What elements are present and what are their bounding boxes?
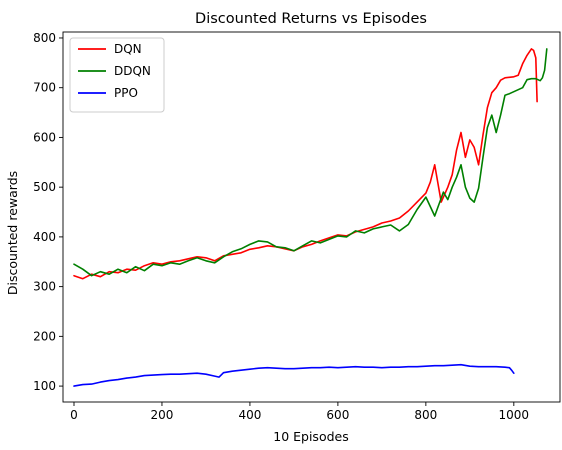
y-tick-label: 500 <box>33 180 56 194</box>
x-tick-label: 400 <box>238 408 261 422</box>
y-tick-label: 800 <box>33 31 56 45</box>
legend: DQN DDQN PPO <box>69 37 165 113</box>
chart-title: Discounted Returns vs Episodes <box>195 11 427 27</box>
x-tick-label: 800 <box>414 408 437 422</box>
legend-label-ddqn: DDQN <box>114 64 151 78</box>
series-line-ddqn <box>73 48 548 277</box>
x-axis-ticks: 0 200 400 600 800 1000 <box>70 402 529 422</box>
y-tick-label: 400 <box>33 230 56 244</box>
x-tick-label: 200 <box>151 408 174 422</box>
y-axis-title: Discounted rewards <box>5 171 20 295</box>
legend-label-dqn: DQN <box>114 42 142 56</box>
series-lines <box>73 48 548 387</box>
y-tick-label: 700 <box>33 81 56 95</box>
legend-label-ppo: PPO <box>114 86 138 100</box>
y-tick-label: 300 <box>33 280 56 294</box>
y-tick-label: 600 <box>33 130 56 144</box>
plot-frame <box>62 31 561 403</box>
x-tick-label: 1000 <box>499 408 530 422</box>
series-line-ppo <box>73 363 515 387</box>
x-axis-title: 10 Episodes <box>273 429 348 444</box>
series-line-dqn <box>73 48 538 280</box>
y-tick-label: 100 <box>33 379 56 393</box>
x-tick-label: 600 <box>326 408 349 422</box>
x-tick-label: 0 <box>70 408 78 422</box>
y-tick-label: 200 <box>33 329 56 343</box>
y-axis-ticks: 100 200 300 400 500 600 700 800 <box>33 31 63 393</box>
